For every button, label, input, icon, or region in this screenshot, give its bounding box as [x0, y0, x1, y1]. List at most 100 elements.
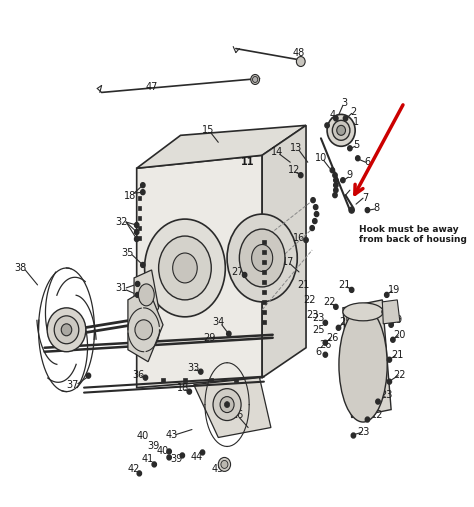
Circle shape	[334, 178, 338, 183]
Circle shape	[334, 188, 338, 193]
Text: 25: 25	[312, 325, 325, 335]
Text: 40: 40	[137, 431, 149, 442]
Polygon shape	[262, 250, 265, 254]
Text: 27: 27	[231, 267, 244, 277]
Ellipse shape	[339, 307, 387, 422]
Polygon shape	[137, 155, 262, 388]
Circle shape	[384, 293, 389, 298]
Text: 32: 32	[116, 217, 128, 227]
Circle shape	[213, 389, 241, 420]
Text: 31: 31	[116, 283, 128, 293]
Polygon shape	[262, 280, 265, 284]
Polygon shape	[383, 300, 400, 324]
Circle shape	[86, 373, 91, 378]
Circle shape	[136, 293, 140, 298]
Text: 23: 23	[381, 389, 393, 400]
Text: 21: 21	[297, 280, 310, 290]
Text: 33: 33	[188, 363, 200, 373]
Text: 44: 44	[190, 452, 202, 462]
Circle shape	[387, 379, 392, 384]
Polygon shape	[137, 216, 141, 220]
Circle shape	[219, 457, 230, 472]
Polygon shape	[137, 125, 306, 168]
Circle shape	[299, 173, 303, 178]
Polygon shape	[137, 206, 141, 210]
Text: 13: 13	[290, 143, 302, 153]
Text: 2: 2	[350, 107, 356, 118]
Text: 39: 39	[147, 442, 159, 451]
Text: 15: 15	[202, 125, 215, 135]
Polygon shape	[343, 300, 391, 418]
Ellipse shape	[252, 244, 273, 271]
Text: 26: 26	[319, 340, 331, 350]
Circle shape	[304, 238, 308, 242]
Text: 14: 14	[271, 147, 283, 157]
Polygon shape	[262, 310, 265, 314]
Circle shape	[332, 120, 350, 140]
Circle shape	[325, 123, 329, 128]
Text: 9: 9	[346, 170, 352, 180]
Circle shape	[152, 462, 156, 467]
Text: 38: 38	[14, 263, 26, 273]
Text: 16: 16	[231, 410, 244, 420]
Ellipse shape	[343, 303, 383, 321]
Text: 12: 12	[289, 165, 301, 175]
Circle shape	[341, 178, 345, 183]
Circle shape	[221, 460, 228, 468]
Text: 23: 23	[312, 313, 325, 323]
Circle shape	[323, 352, 328, 357]
Circle shape	[337, 125, 346, 135]
Text: 18: 18	[124, 191, 137, 201]
Circle shape	[348, 146, 352, 151]
Circle shape	[356, 156, 360, 161]
Circle shape	[376, 399, 380, 404]
Polygon shape	[137, 226, 141, 230]
Circle shape	[334, 304, 338, 309]
Circle shape	[323, 340, 328, 345]
Circle shape	[251, 75, 260, 85]
Ellipse shape	[159, 236, 211, 300]
Text: 37: 37	[66, 380, 79, 390]
Circle shape	[389, 322, 393, 328]
Polygon shape	[262, 260, 265, 264]
Polygon shape	[210, 378, 213, 382]
Circle shape	[349, 207, 354, 213]
Text: 16: 16	[293, 233, 305, 243]
Circle shape	[349, 287, 354, 293]
Polygon shape	[262, 300, 265, 304]
Polygon shape	[262, 290, 265, 294]
Polygon shape	[262, 320, 265, 324]
Circle shape	[323, 320, 328, 325]
Polygon shape	[194, 378, 271, 438]
Circle shape	[296, 57, 305, 66]
Circle shape	[61, 324, 72, 336]
Text: 19: 19	[388, 285, 400, 295]
Text: 6: 6	[365, 157, 371, 167]
Circle shape	[201, 450, 205, 455]
Circle shape	[54, 316, 79, 344]
Text: 26: 26	[326, 333, 338, 343]
Text: 6: 6	[315, 347, 321, 357]
Circle shape	[143, 375, 148, 380]
Text: 22: 22	[323, 297, 336, 307]
Text: 3: 3	[342, 98, 348, 108]
Text: 25: 25	[339, 317, 352, 327]
Circle shape	[135, 320, 153, 340]
Polygon shape	[134, 270, 159, 322]
Circle shape	[310, 226, 314, 231]
Text: 21: 21	[391, 350, 403, 360]
Text: 4: 4	[329, 111, 336, 120]
Text: 1: 1	[353, 117, 359, 127]
Circle shape	[313, 205, 318, 209]
Text: 18: 18	[177, 383, 189, 392]
Text: 5: 5	[353, 140, 359, 150]
Text: 10: 10	[315, 153, 327, 163]
Circle shape	[351, 433, 356, 438]
Text: 17: 17	[283, 257, 295, 267]
Text: 34: 34	[212, 317, 224, 327]
Circle shape	[141, 263, 145, 268]
Polygon shape	[128, 288, 163, 361]
Ellipse shape	[227, 214, 297, 302]
Circle shape	[141, 190, 145, 195]
Circle shape	[334, 116, 338, 121]
